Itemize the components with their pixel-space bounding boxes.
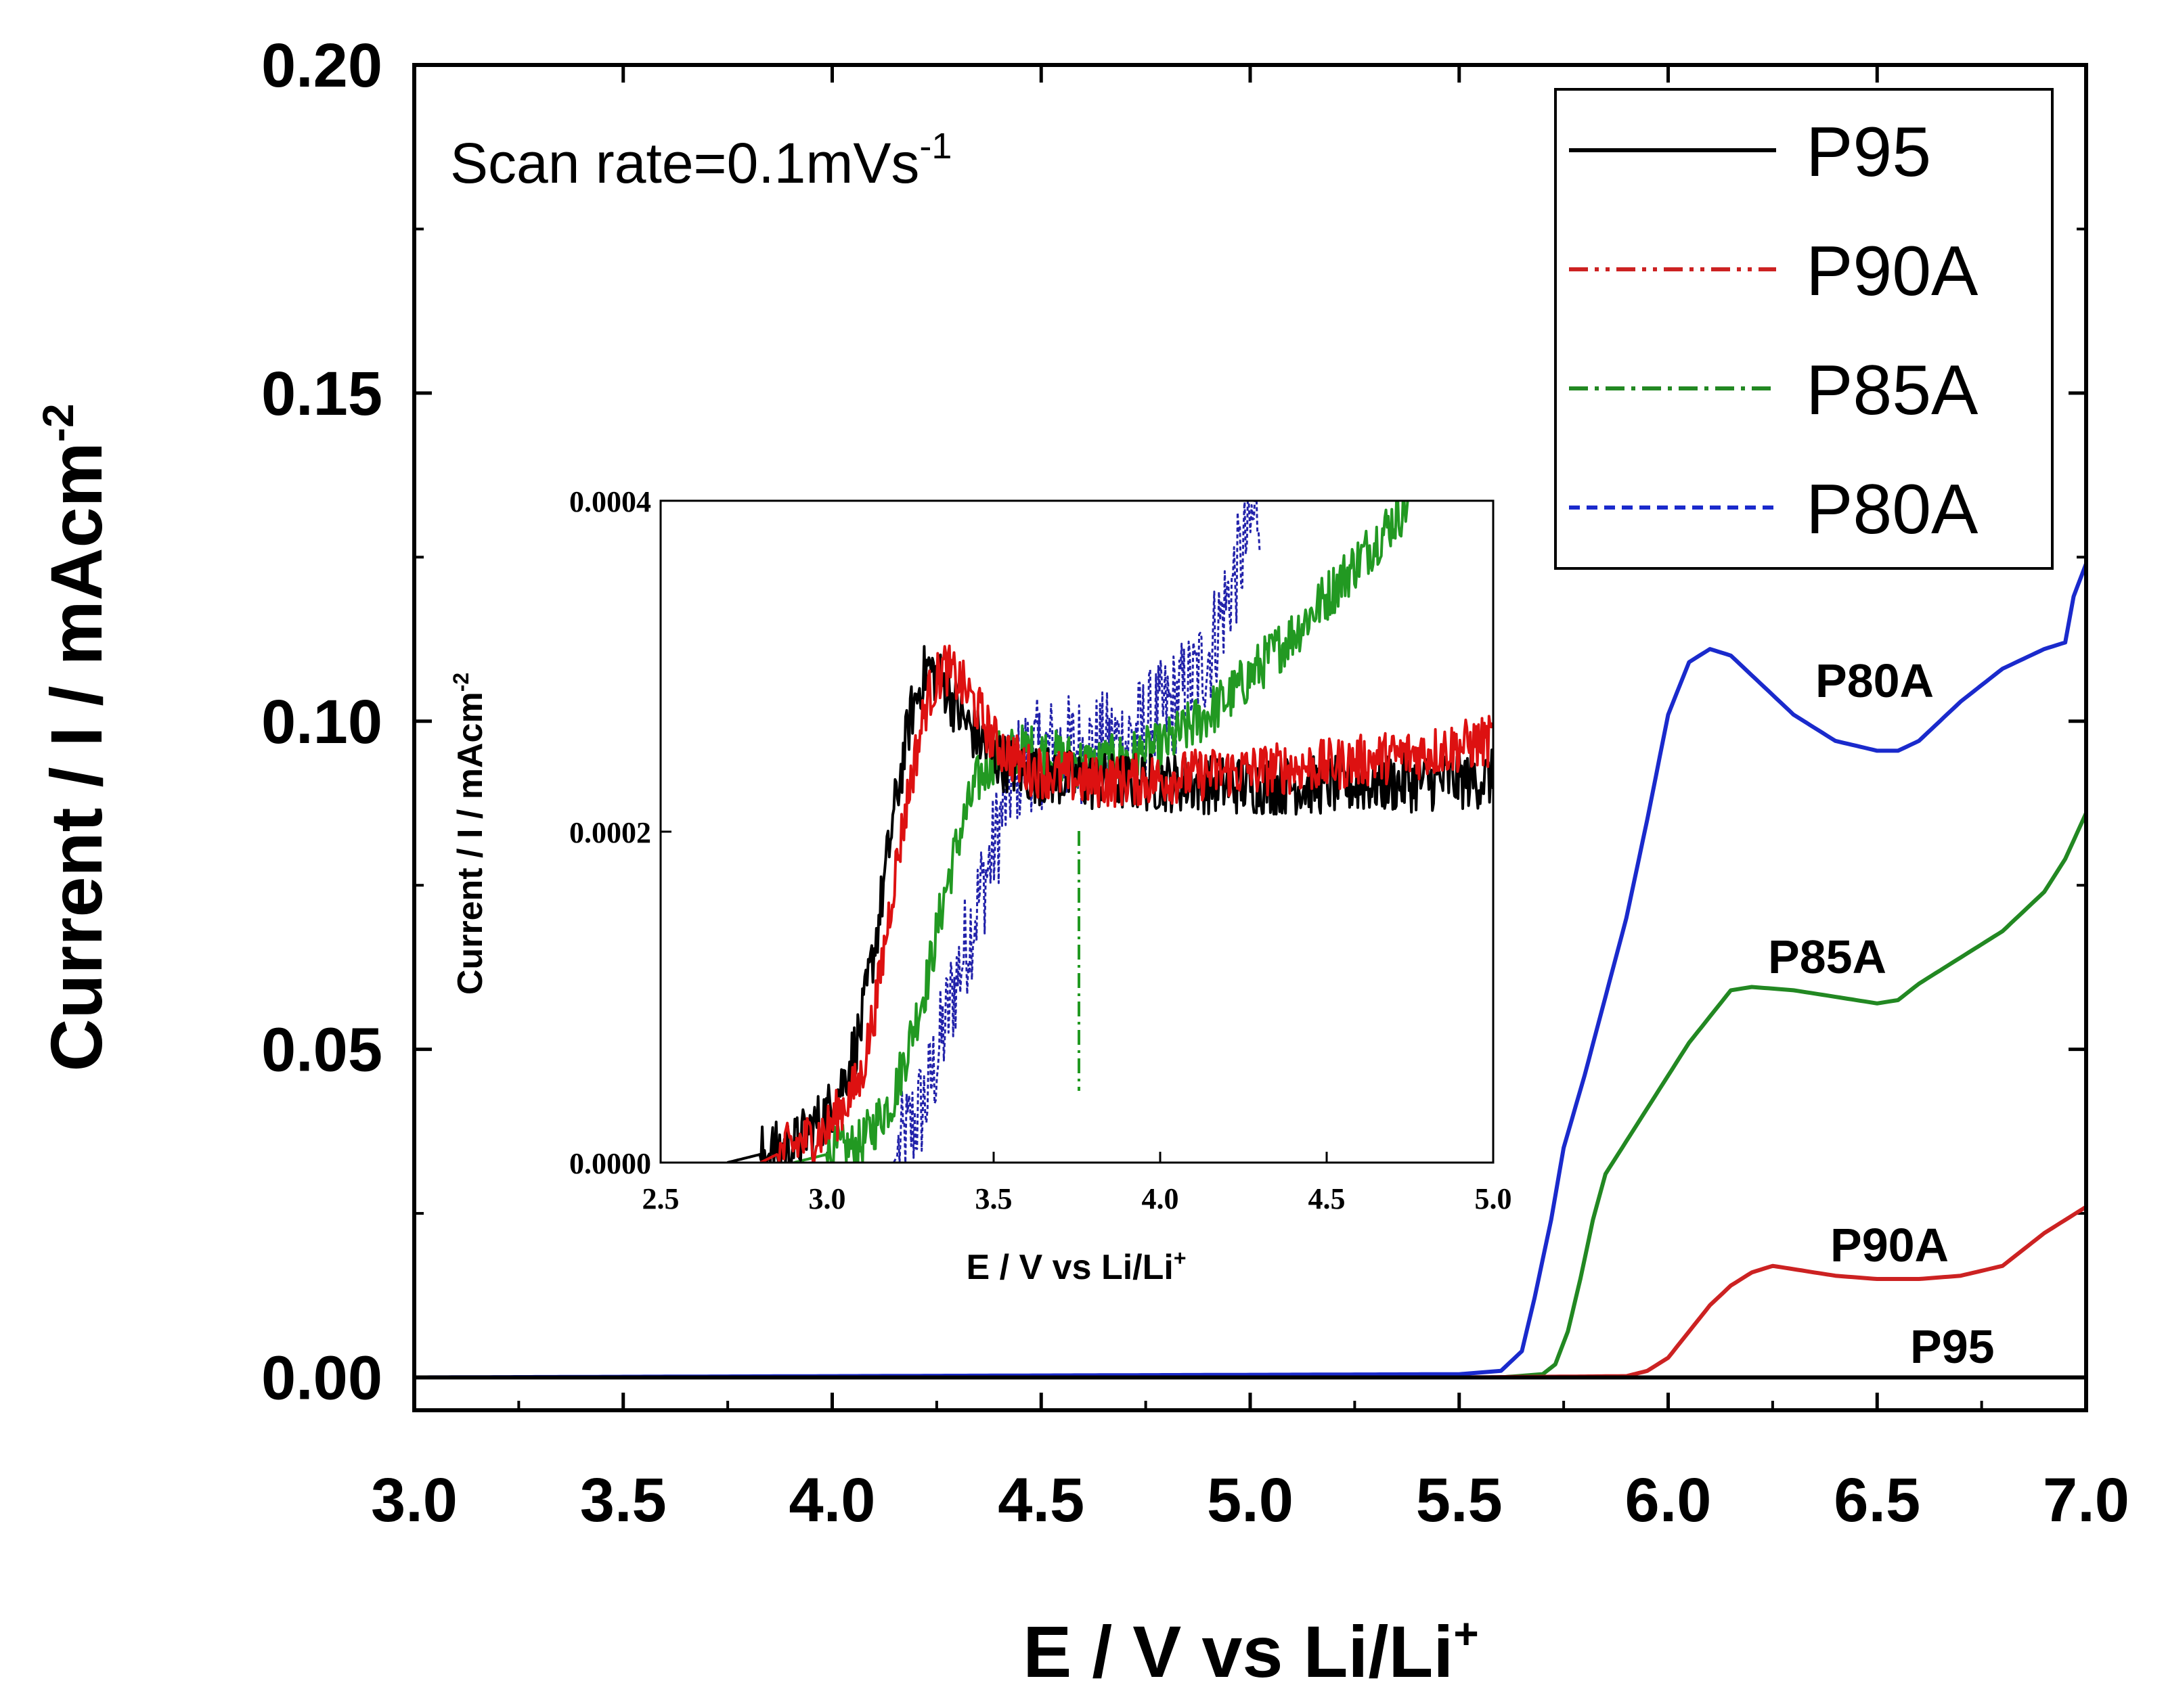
legend-box [1554, 88, 2054, 570]
inset-series-line-p80a [893, 501, 1261, 1163]
inset-tick-labels: 2.5 3.0 3.5 4.0 4.5 5.0 0.0000 0.0002 0.0004 [569, 485, 1512, 1215]
inset-plot-frame [659, 499, 1495, 1164]
inset-x-tick-label: 3.0 [809, 1182, 846, 1215]
inset-series-line-p90a [759, 644, 1493, 1163]
x-tick-label: 6.0 [1625, 1466, 1712, 1535]
x-tick-label: 3.5 [580, 1466, 667, 1535]
legend-label-p90a: P90A [1806, 232, 1979, 311]
inset-y-tick-label: 0.0002 [569, 816, 651, 849]
inset-x-axis-title: E / V vs Li/Li+ [967, 1246, 1187, 1287]
curve-label-p90a: P90A [1830, 1219, 1949, 1272]
inset-chart: 2.5 3.0 3.5 4.0 4.5 5.0 0.0000 0.0002 0.0004 E /… [449, 485, 1512, 1287]
inset-background [661, 501, 1493, 1163]
x-tick-label: 4.0 [789, 1466, 876, 1535]
curve-label-p95: P95 [1910, 1320, 1995, 1373]
curve-label-p80a: P80A [1815, 654, 1934, 707]
legend-label-p80a: P80A [1806, 470, 1979, 549]
inset-series-group [726, 501, 1493, 1163]
inset-series-clip [726, 501, 1493, 1163]
x-tick-label: 3.0 [371, 1466, 458, 1535]
x-tick-label: 5.0 [1207, 1466, 1294, 1535]
y-tick-label: 0.10 [261, 688, 382, 757]
inset-x-tick-label: 2.5 [642, 1182, 680, 1215]
main-series-group [414, 562, 2088, 1380]
inset-x-tick-label: 3.5 [975, 1182, 1013, 1215]
y-tick-label: 0.00 [261, 1344, 382, 1413]
y-tick-label: 0.20 [261, 31, 382, 100]
y-tick-label: 0.15 [261, 359, 382, 428]
x-tick-label: 6.5 [1834, 1466, 1920, 1535]
inset-x-tick-label: 5.0 [1475, 1182, 1512, 1215]
x-axis-title: E / V vs Li/Li+ [1023, 1609, 1479, 1692]
inset-x-tick-label: 4.0 [1142, 1182, 1179, 1215]
scan-rate-annotation: Scan rate=0.1mVs-1 [450, 126, 952, 195]
inset-y-axis-title: Current / I / mAcm-2 [449, 673, 490, 995]
x-tick-label: 4.5 [998, 1466, 1084, 1535]
legend-label-p95: P95 [1806, 113, 1931, 192]
y-axis-title: Current / I / mAcm-2 [34, 403, 117, 1071]
inset-y-tick-label: 0.0004 [569, 485, 651, 518]
inset-x-tick-label: 4.5 [1308, 1182, 1346, 1215]
curve-label-p85a: P85A [1768, 930, 1886, 983]
main-tick-labels: 3.0 3.5 4.0 4.5 5.0 5.5 6.0 6.5 7.0 0.00 0.05 0.10 0… [261, 31, 2129, 1535]
main-plot-frame [412, 63, 2088, 1412]
x-tick-label: 5.5 [1416, 1466, 1503, 1535]
inset-y-tick-label: 0.0000 [569, 1147, 651, 1180]
legend-label-p85a: P85A [1806, 351, 1979, 430]
x-tick-label: 7.0 [2043, 1466, 2129, 1535]
legend: P95 P90A P85A P80A [1554, 88, 2054, 570]
y-tick-label: 0.05 [261, 1016, 382, 1085]
